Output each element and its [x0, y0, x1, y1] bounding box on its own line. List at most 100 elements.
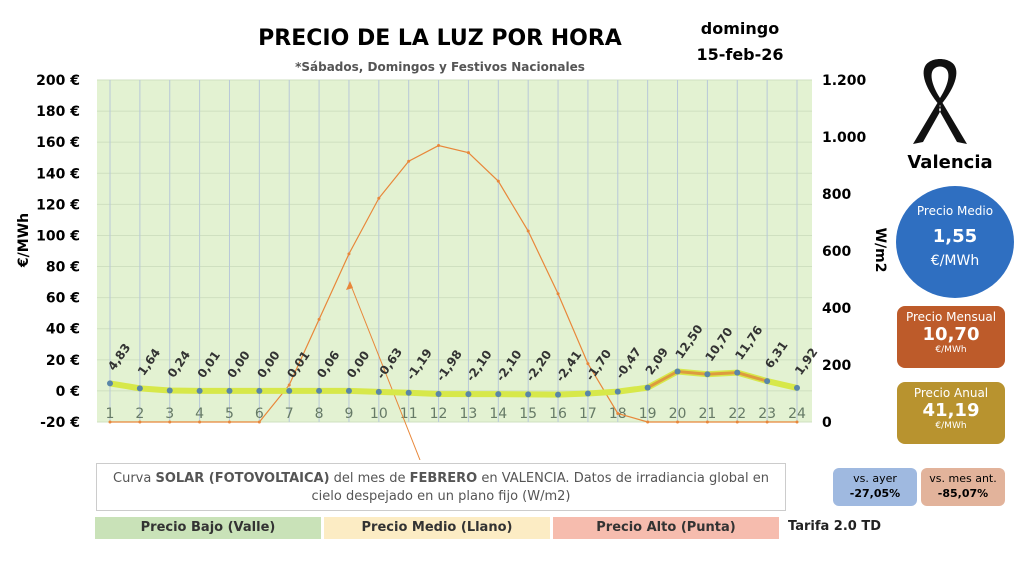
solar-curve-line: [110, 144, 797, 423]
price-point: [465, 391, 472, 398]
x-tick-label: 19: [639, 406, 657, 422]
price-point: [226, 387, 233, 394]
solar-note: Curva SOLAR (FOTOVOLTAICA) del mes de FE…: [96, 463, 786, 511]
y-tick-label: 60 €: [46, 291, 80, 307]
x-tick-label: 12: [430, 406, 448, 422]
plot-area: [97, 80, 812, 422]
price-point: [166, 387, 173, 394]
x-tick-label: 10: [370, 406, 388, 422]
y2-tick-label: 400: [822, 301, 851, 317]
solar-point: [765, 420, 769, 424]
price-point: [435, 390, 442, 397]
solar-point: [795, 420, 799, 424]
precio-mensual-value: 10,70: [922, 324, 980, 345]
legend-medio: Precio Medio (Llano): [324, 517, 550, 539]
x-tick-label: 8: [315, 406, 324, 422]
vs-mes-card: vs. mes ant. -85,07%: [921, 468, 1005, 506]
note-month: FEBRERO: [409, 471, 478, 486]
precio-anual-value: 41,19: [922, 400, 980, 421]
price-point: [555, 391, 562, 398]
city-label: Valencia: [907, 152, 993, 173]
price-point: [495, 391, 502, 398]
x-tick-label: 6: [255, 406, 264, 422]
solar-point: [705, 420, 709, 424]
y-tick-label: 0 €: [56, 384, 80, 400]
x-tick-label: 2: [135, 406, 144, 422]
solar-point: [466, 151, 470, 155]
solar-point: [676, 420, 680, 424]
price-point: [525, 391, 532, 398]
note-solar: SOLAR (FOTOVOLTAICA): [155, 471, 330, 486]
price-point: [107, 380, 113, 387]
precio-anual-label: Precio Anual: [913, 386, 989, 400]
price-point: [764, 378, 771, 385]
precio-anual-unit: €/MWh: [935, 421, 967, 431]
solar-point: [257, 420, 261, 424]
note-arrow: [349, 282, 421, 460]
weekday: domingo: [700, 19, 780, 38]
x-tick-label: 11: [400, 406, 418, 422]
tarifa-label: Tarifa 2.0 TD: [788, 519, 881, 534]
solar-point: [616, 411, 620, 415]
date-display: domingo 15-feb-26: [690, 16, 790, 68]
legend-bajo: Precio Bajo (Valle): [95, 517, 321, 539]
legend-alto: Precio Alto (Punta): [553, 517, 779, 539]
price-point: [674, 368, 681, 375]
y2-axis-label: W/m2: [872, 228, 888, 273]
vs-mes-value: -85,07%: [937, 487, 989, 500]
x-tick-label: 7: [285, 406, 294, 422]
precio-medio-card: Precio Medio 1,55 €/MWh: [896, 186, 1014, 298]
solar-point: [168, 420, 172, 424]
x-tick-label: 15: [519, 406, 537, 422]
precio-medio-unit: €/MWh: [930, 253, 980, 269]
price-point: [405, 389, 412, 396]
x-tick-label: 5: [225, 406, 234, 422]
price-point: [584, 390, 591, 397]
solar-point: [735, 420, 739, 424]
solar-point: [347, 252, 351, 256]
solar-point: [556, 292, 560, 296]
price-point: [794, 384, 800, 391]
x-tick-label: 23: [758, 406, 776, 422]
price-point: [734, 369, 741, 376]
y2-tick-label: 200: [822, 358, 851, 374]
y2-tick-label: 0: [822, 415, 832, 431]
solar-point: [317, 317, 321, 321]
y2-tick-label: 800: [822, 187, 851, 203]
vs-ayer-label: vs. ayer: [853, 472, 897, 485]
y-axis-label: €/MWh: [16, 213, 32, 268]
price-point: [345, 387, 352, 394]
solar-point: [526, 229, 530, 233]
x-tick-label: 24: [788, 406, 806, 422]
precio-anual-card: Precio Anual 41,19 €/MWh: [897, 382, 1005, 444]
y-tick-label: 100 €: [36, 228, 80, 244]
y-tick-label: -20 €: [40, 415, 80, 431]
x-tick-label: 3: [165, 406, 174, 422]
price-point: [375, 388, 382, 395]
y-tick-label: 120 €: [36, 197, 80, 213]
x-tick-label: 9: [344, 406, 353, 422]
x-tick-label: 16: [549, 406, 567, 422]
y-tick-label: 40 €: [46, 322, 80, 338]
solar-point: [407, 159, 411, 163]
y-tick-label: 180 €: [36, 104, 80, 120]
y-tick-label: 20 €: [46, 353, 80, 369]
x-tick-label: 22: [728, 406, 746, 422]
solar-point: [198, 420, 202, 424]
vs-ayer-value: -27,05%: [849, 487, 901, 500]
precio-medio-value: 1,55: [932, 226, 978, 247]
solar-point: [646, 420, 650, 424]
price-point: [136, 385, 143, 392]
y2-tick-label: 1.000: [822, 130, 867, 146]
price-point: [614, 388, 621, 395]
x-tick-label: 13: [460, 406, 478, 422]
y-tick-label: 140 €: [36, 166, 80, 182]
price-point: [644, 384, 651, 391]
precio-medio-label: Precio Medio: [916, 204, 994, 218]
mourning-ribbon-icon: [913, 59, 967, 144]
solar-point: [586, 362, 590, 366]
solar-point: [287, 383, 291, 387]
precio-mensual-label: Precio Mensual: [905, 310, 997, 324]
date: 15-feb-26: [696, 45, 784, 64]
note-mid: del mes de: [329, 471, 410, 486]
